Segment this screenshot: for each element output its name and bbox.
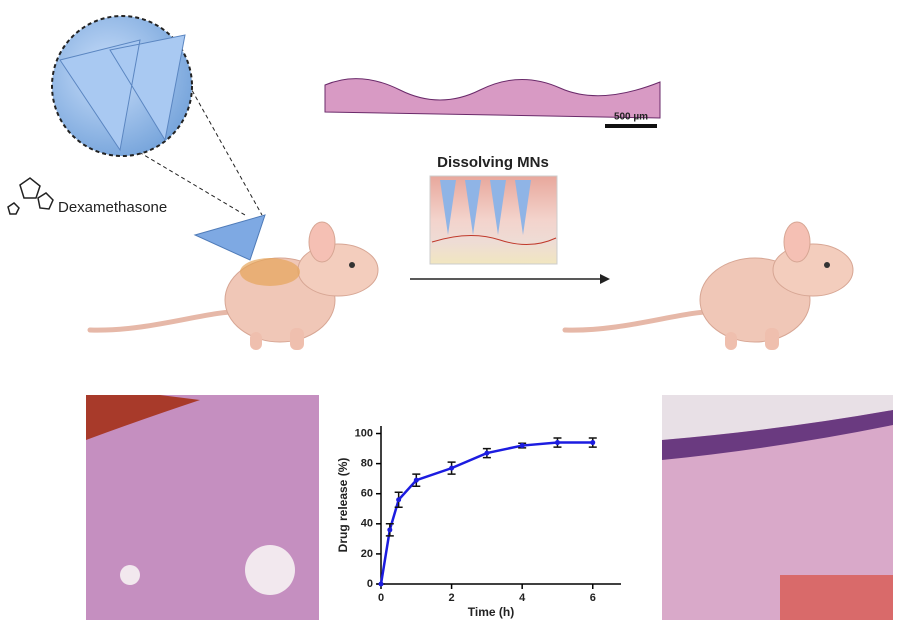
vessel (431, 234, 557, 245)
y-tick-label: 0 (367, 578, 373, 590)
data-point (519, 443, 525, 449)
data-point (378, 581, 384, 587)
x-tick-label: 6 (590, 592, 596, 604)
scale-label: 500 µm (614, 112, 648, 123)
fat (120, 565, 140, 585)
x-tick-label: 0 (378, 592, 384, 604)
molecule (19, 177, 41, 199)
mouse-healed (565, 222, 853, 350)
x-axis-label: Time (h) (468, 605, 514, 619)
molecule (37, 192, 54, 210)
y-tick-label: 40 (361, 518, 373, 530)
needles (59, 34, 186, 152)
epidermis (662, 410, 893, 460)
data-point (554, 440, 560, 446)
chart: 0 20 40 60 80 100 0 2 4 6 Time (h) Drug release (%) (330, 415, 630, 620)
drug-label: Dexamethasone (58, 199, 167, 216)
mn-array (440, 180, 531, 235)
surface (662, 395, 893, 440)
y-tick-label: 60 (361, 488, 373, 500)
data-point (413, 477, 419, 483)
muscle (780, 575, 893, 620)
skin-section (324, 78, 661, 119)
plot-bg (330, 415, 630, 620)
fat (245, 545, 295, 595)
mn-label: Dissolving MNs (437, 154, 549, 171)
data-point (449, 465, 455, 471)
data-point (387, 527, 393, 533)
molecule (7, 202, 20, 215)
y-axis-label: Drug release (%) (336, 458, 350, 553)
x-tick-label: 2 (449, 592, 455, 604)
y-tick-label: 20 (361, 548, 373, 560)
y-tick-label: 100 (355, 427, 373, 439)
x-tick-label: 4 (519, 592, 526, 604)
y-tick-label: 80 (361, 458, 373, 470)
scale-bar (605, 124, 657, 128)
patch (193, 214, 266, 261)
crust (86, 395, 200, 440)
arrow-head (600, 274, 610, 284)
data-point (396, 497, 402, 503)
data-point (484, 450, 490, 456)
data-point (590, 440, 596, 446)
lesion (240, 258, 300, 286)
